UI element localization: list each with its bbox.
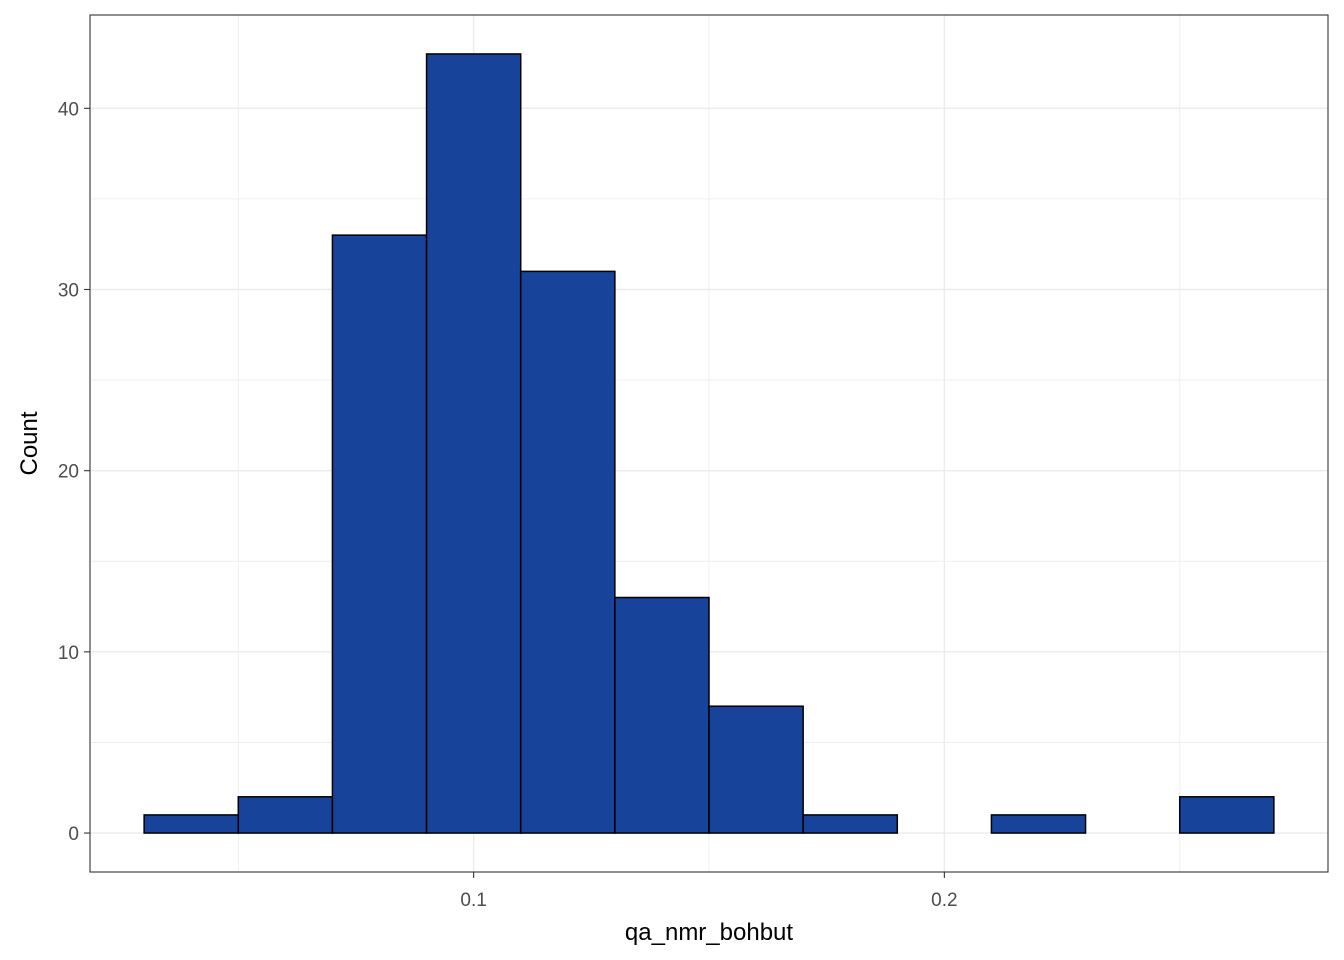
y-tick-label: 20 — [58, 462, 79, 483]
axis-ticks — [84, 107, 945, 878]
histogram-bar — [237, 796, 334, 834]
histogram-bar — [802, 814, 899, 834]
major-gridlines — [90, 15, 1328, 872]
y-tick-label: 30 — [58, 280, 79, 301]
histogram-bar — [331, 234, 428, 834]
histogram-bar — [519, 270, 616, 834]
histogram-bars — [143, 53, 1275, 834]
x-axis-tick-labels: 0.1 0.2 — [460, 890, 957, 911]
y-axis-title: Count — [16, 411, 43, 475]
histogram-bar — [143, 814, 240, 834]
plot-panel-border — [89, 14, 1329, 873]
histogram-bar — [990, 814, 1087, 834]
x-axis-title: qa_nmr_bohbut — [625, 919, 793, 946]
y-tick-label: 0 — [68, 824, 79, 845]
histogram-bar — [425, 53, 522, 834]
x-tick-label: 0.2 — [931, 890, 957, 911]
minor-gridlines — [90, 15, 1328, 872]
y-tick-label: 10 — [58, 643, 79, 664]
histogram-bar — [1178, 796, 1275, 834]
histogram-bar — [614, 596, 710, 834]
histogram-bar — [708, 705, 804, 834]
y-axis-tick-labels: 0 10 20 30 40 — [58, 99, 79, 845]
x-tick-label: 0.1 — [460, 890, 486, 911]
y-tick-label: 40 — [58, 99, 79, 120]
